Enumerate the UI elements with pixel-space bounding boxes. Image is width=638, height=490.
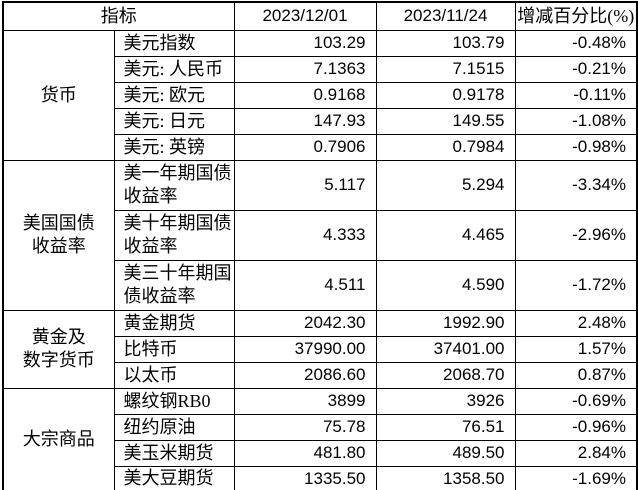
- change-percent-cell: -0.11%: [514, 81, 638, 109]
- value-previous-cell: 0.7984: [375, 133, 516, 161]
- value-current-cell: 75.78: [233, 413, 377, 441]
- change-percent-cell: -0.48%: [514, 29, 638, 57]
- indicator-name-cell: 以太币: [113, 361, 235, 389]
- value-previous-cell: 4.465: [375, 209, 516, 261]
- indicator-name-cell: 美元: 英镑: [113, 133, 235, 161]
- value-current-cell: 1335.50: [233, 465, 377, 490]
- value-current-cell: 4.511: [233, 259, 377, 311]
- indicator-name-cell: 美一年期国债 收益率: [113, 159, 235, 211]
- category-cell-commodities: 大宗商品: [2, 387, 115, 490]
- value-previous-cell: 7.1515: [375, 55, 516, 83]
- indicator-name-cell: 黄金期货: [113, 309, 235, 337]
- change-percent-cell: -1.72%: [514, 259, 638, 311]
- value-previous-cell: 4.590: [375, 259, 516, 311]
- change-percent-cell: -0.98%: [514, 133, 638, 161]
- value-previous-cell: 76.51: [375, 413, 516, 441]
- value-previous-cell: 2068.70: [375, 361, 516, 389]
- indicator-name-cell: 比特币: [113, 335, 235, 363]
- value-current-cell: 37990.00: [233, 335, 377, 363]
- change-percent-cell: 2.48%: [514, 309, 638, 337]
- value-current-cell: 3899: [233, 387, 377, 415]
- indicator-name-cell: 纽约原油: [113, 413, 235, 441]
- table-row: 美国国债 收益率 美一年期国债 收益率 5.117 5.294 -3.34%: [2, 159, 638, 311]
- value-previous-cell: 5.294: [375, 159, 516, 211]
- indicator-name-cell: 美大豆期货: [113, 465, 235, 490]
- change-percent-cell: -0.69%: [514, 387, 638, 415]
- value-current-cell: 0.9168: [233, 81, 377, 109]
- table-row: 美玉米期货 481.80 489.50 2.84%: [3, 439, 638, 467]
- category-cell-gold-crypto: 黄金及 数字货币: [2, 309, 115, 389]
- value-current-cell: 147.93: [233, 107, 377, 135]
- value-previous-cell: 1992.90: [375, 309, 516, 337]
- table-row: 美大豆期货 1335.50 1358.50 -1.69%: [3, 465, 638, 490]
- indicator-name-cell: 美元: 人民币: [113, 55, 235, 83]
- value-current-cell: 7.1363: [233, 55, 377, 83]
- value-current-cell: 2086.60: [233, 361, 377, 389]
- change-percent-cell: -1.08%: [514, 107, 638, 135]
- value-previous-cell: 103.79: [375, 29, 516, 57]
- table-row: 美三十年期国 债收益率 4.511 4.590 -1.72%: [3, 259, 638, 311]
- value-previous-cell: 149.55: [375, 107, 516, 135]
- change-percent-cell: 0.87%: [514, 361, 638, 389]
- indicator-name-cell: 美玉米期货: [113, 439, 235, 467]
- change-percent-cell: 2.84%: [514, 439, 638, 467]
- value-current-cell: 4.333: [233, 209, 377, 261]
- change-percent-cell: -0.21%: [514, 55, 638, 83]
- table-row: 货币 美元指数 103.29 103.79 -0.48%: [2, 29, 638, 161]
- indicator-name-cell: 美元指数: [113, 29, 235, 57]
- table-row: 大宗商品 螺纹钢RB0 3899 3926 -0.69%: [2, 387, 638, 490]
- value-current-cell: 481.80: [233, 439, 377, 467]
- table-row: 美元: 英镑 0.7906 0.7984 -0.98%: [3, 133, 638, 161]
- value-current-cell: 0.7906: [233, 133, 377, 161]
- header-change-percent: 增减百分比(%): [514, 1, 638, 31]
- value-previous-cell: 489.50: [375, 439, 516, 467]
- table-row: 美元: 日元 147.93 149.55 -1.08%: [3, 107, 638, 135]
- table-row: 以太币 2086.60 2068.70 0.87%: [3, 361, 638, 389]
- indicator-name-cell: 螺纹钢RB0: [113, 387, 235, 415]
- value-current-cell: 5.117: [233, 159, 377, 211]
- table-row: 黄金及 数字货币 黄金期货 2042.30 1992.90 2.48%: [2, 309, 638, 389]
- value-current-cell: 103.29: [233, 29, 377, 57]
- value-current-cell: 2042.30: [233, 309, 377, 337]
- value-previous-cell: 37401.00: [375, 335, 516, 363]
- header-row: 指标 2023/12/01 2023/11/24 增减百分比(%): [2, 1, 638, 31]
- value-previous-cell: 3926: [375, 387, 516, 415]
- change-percent-cell: -1.69%: [514, 465, 638, 490]
- header-date-previous: 2023/11/24: [375, 1, 516, 31]
- table-row: 比特币 37990.00 37401.00 1.57%: [3, 335, 638, 363]
- header-date-current: 2023/12/01: [233, 1, 377, 31]
- indicator-name-cell: 美三十年期国 债收益率: [113, 259, 235, 311]
- indicator-name-cell: 美元: 欧元: [113, 81, 235, 109]
- table-row: 美元: 欧元 0.9168 0.9178 -0.11%: [3, 81, 638, 109]
- header-indicator: 指标: [2, 1, 235, 31]
- change-percent-cell: -3.34%: [514, 159, 638, 211]
- category-cell-currency: 货币: [2, 29, 115, 161]
- value-previous-cell: 0.9178: [375, 81, 516, 109]
- change-percent-cell: -0.96%: [514, 413, 638, 441]
- indicator-name-cell: 美十年期国债 收益率: [113, 209, 235, 261]
- change-percent-cell: -2.96%: [514, 209, 638, 261]
- table-row: 美元: 人民币 7.1363 7.1515 -0.21%: [3, 55, 638, 83]
- indicator-name-cell: 美元: 日元: [113, 107, 235, 135]
- category-cell-treasury-yields: 美国国债 收益率: [2, 159, 115, 311]
- change-percent-cell: 1.57%: [514, 335, 638, 363]
- value-previous-cell: 1358.50: [375, 465, 516, 490]
